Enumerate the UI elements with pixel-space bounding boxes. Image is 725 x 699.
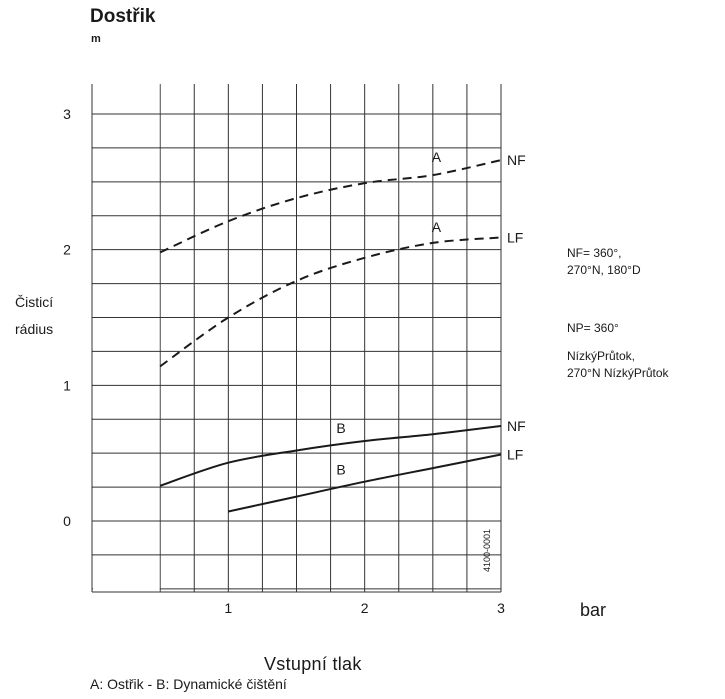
series-name-label-b-nf: B [336,420,345,436]
series-name-label-b-lf: B [336,462,345,478]
series-end-label-b-nf: NF [507,418,526,434]
x-tick-label-3: 3 [497,600,505,616]
y-tick-label-3: 3 [63,106,71,122]
y-tick-label-0: 0 [63,513,71,529]
legend-caption: A: Ostřik - B: Dynamické čištění [90,676,287,692]
note-np-line-2: NízkýPrůtok, [567,349,636,363]
x-tick-label-1: 1 [224,600,232,616]
left-margin-blank [93,84,160,592]
chart-title: Dostřik [90,6,156,27]
series-line-b-lf [228,453,502,513]
y-axis-label-line-2: rádius [15,321,54,337]
x-unit-label: bar [580,600,607,620]
figure-code-label: 4100-0001 [482,529,492,572]
y-axis-label-line-1: Čisticí [15,294,54,310]
series-end-label-a-nf: NF [507,152,526,168]
y-unit-label: m [91,33,101,45]
y-tick-label-1: 1 [63,377,71,393]
note-nf-line-2: 270°N, 180°D [567,263,641,277]
series-line-a-lf [159,236,502,368]
series-end-label-b-lf: LF [507,447,523,463]
series-name-label-a-nf: A [432,149,442,165]
series-name-label-a-lf: A [432,219,442,235]
x-tick-label-2: 2 [361,600,369,616]
x-axis-title: Vstupní tlak [264,654,362,674]
series-end-label-a-lf: LF [507,229,523,245]
note-nf-line-1: NF= 360°, [567,246,622,260]
y-tick-label-2: 2 [63,242,71,258]
series-line-b-nf [159,425,502,487]
series-line-a-nf [159,159,502,254]
note-np-line-1: NP= 360° [567,321,619,335]
note-np-line-3: 270°N NízkýPrůtok [567,366,669,380]
